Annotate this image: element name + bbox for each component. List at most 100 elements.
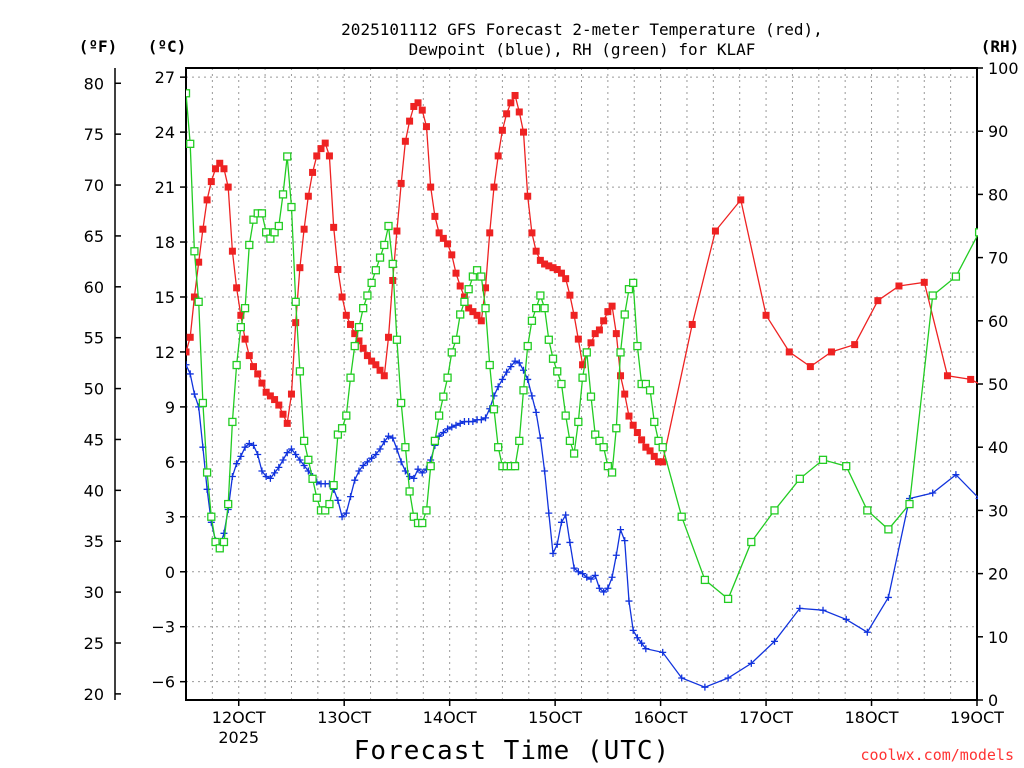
relative-humidity-point xyxy=(569,449,579,458)
dewpoint-point xyxy=(600,588,608,596)
temperature-point xyxy=(321,139,329,147)
temperature-point xyxy=(363,352,371,360)
dewpoint-point xyxy=(444,425,452,433)
rh-tick-label: 60 xyxy=(988,312,1008,331)
temperature-point xyxy=(566,291,574,299)
temperature-point xyxy=(401,137,409,145)
temperature-point xyxy=(254,370,262,378)
dewpoint-point xyxy=(583,573,591,581)
relative-humidity-point xyxy=(337,424,347,433)
temperature-point xyxy=(524,192,532,200)
dewpoint-point xyxy=(975,497,978,500)
dewpoint-point xyxy=(338,513,346,521)
relative-humidity-point xyxy=(342,411,351,420)
c-tick-label: 18 xyxy=(155,233,175,252)
relative-humidity-point xyxy=(485,360,494,370)
temperature-point xyxy=(195,258,203,266)
dewpoint-point xyxy=(625,597,633,605)
relative-humidity-point xyxy=(346,373,355,382)
temperature-point xyxy=(414,99,422,107)
relative-humidity-point xyxy=(232,360,241,370)
temperature-point xyxy=(827,348,835,356)
relative-humidity-point xyxy=(578,373,587,382)
relative-humidity-point xyxy=(616,348,625,357)
relative-humidity-point xyxy=(388,259,397,269)
dewpoint-point xyxy=(678,674,686,682)
relative-humidity-point xyxy=(951,272,961,281)
temperature-point xyxy=(376,366,384,374)
dewpoint-point xyxy=(275,463,283,471)
temperature-point xyxy=(216,159,224,167)
x-tick-label: 14OCT xyxy=(423,708,477,727)
relative-humidity-point xyxy=(677,512,686,521)
c-tick-label: −6 xyxy=(151,673,175,692)
temperature-point xyxy=(355,337,363,345)
temperature-point xyxy=(469,308,477,316)
rh-tick-label: 100 xyxy=(988,59,1019,78)
temperature-point xyxy=(330,223,338,231)
temperature-point xyxy=(1011,370,1018,377)
chart-title-line2: Dewpoint (blue), RH (green) for KLAF xyxy=(409,40,756,59)
dewpoint-point xyxy=(541,467,549,475)
temperature-point xyxy=(486,229,494,237)
relative-humidity-point xyxy=(186,89,191,98)
x-tick-label: 12OCT xyxy=(212,708,266,727)
rh-tick-label: 10 xyxy=(988,628,1008,647)
x-tick-label: 17OCT xyxy=(739,708,793,727)
dewpoint-point xyxy=(376,445,384,453)
relative-humidity-point xyxy=(999,305,1006,312)
relative-humidity-point xyxy=(629,278,638,288)
relative-humidity-point xyxy=(607,468,617,477)
relative-humidity-point xyxy=(278,190,288,199)
temperature-point xyxy=(283,419,291,427)
rh-tick-label: 0 xyxy=(988,691,998,710)
temperature-point xyxy=(199,225,207,233)
temperature-point xyxy=(528,229,536,237)
relative-humidity-point xyxy=(842,462,851,471)
temperature-point xyxy=(465,304,473,312)
temperature-point xyxy=(473,311,481,319)
x-tick-label: 15OCT xyxy=(528,708,582,727)
temperature-point xyxy=(372,361,380,369)
relative-humidity-point xyxy=(561,411,570,420)
dewpoint-point xyxy=(186,370,194,378)
temperature-point xyxy=(384,333,392,341)
relative-humidity-point xyxy=(928,291,937,300)
temperature-point xyxy=(570,311,578,319)
relative-humidity-point xyxy=(439,392,448,401)
dewpoint-point xyxy=(747,659,755,667)
temperature-point xyxy=(612,330,620,338)
relative-humidity-point xyxy=(245,240,254,250)
x-tick-sublabel: 2025 xyxy=(218,728,259,747)
temperature-point xyxy=(638,436,646,444)
temperature-point xyxy=(380,372,388,380)
relative-humidity-point xyxy=(434,411,444,420)
temperature-point xyxy=(711,227,719,235)
x-tick-label: 18OCT xyxy=(845,708,899,727)
credit-link[interactable]: coolwx.com/models xyxy=(860,746,1014,764)
temperature-point xyxy=(279,410,287,418)
relative-humidity-point xyxy=(270,228,279,237)
temperature-point xyxy=(621,390,629,398)
temperature-point xyxy=(629,421,637,429)
temperature-point xyxy=(587,339,595,347)
relative-humidity-point xyxy=(443,373,452,382)
dewpoint-point xyxy=(511,357,519,365)
unit-label-fahrenheit: (ºF) xyxy=(79,37,118,56)
temperature-point xyxy=(393,227,401,235)
temperature-point xyxy=(507,99,515,107)
dewpoint-point xyxy=(638,639,646,647)
relative-humidity-point xyxy=(460,297,469,306)
temperature-point xyxy=(595,326,603,334)
relative-humidity-point xyxy=(884,525,893,534)
c-tick-label: 21 xyxy=(155,178,175,197)
temperature-point xyxy=(659,458,667,466)
rh-tick-label: 80 xyxy=(988,185,1008,204)
temperature-point xyxy=(511,91,519,99)
relative-humidity-point xyxy=(595,436,604,446)
relative-humidity-point xyxy=(405,487,414,496)
temperature-point xyxy=(519,128,527,136)
relative-humidity-point xyxy=(599,443,608,452)
